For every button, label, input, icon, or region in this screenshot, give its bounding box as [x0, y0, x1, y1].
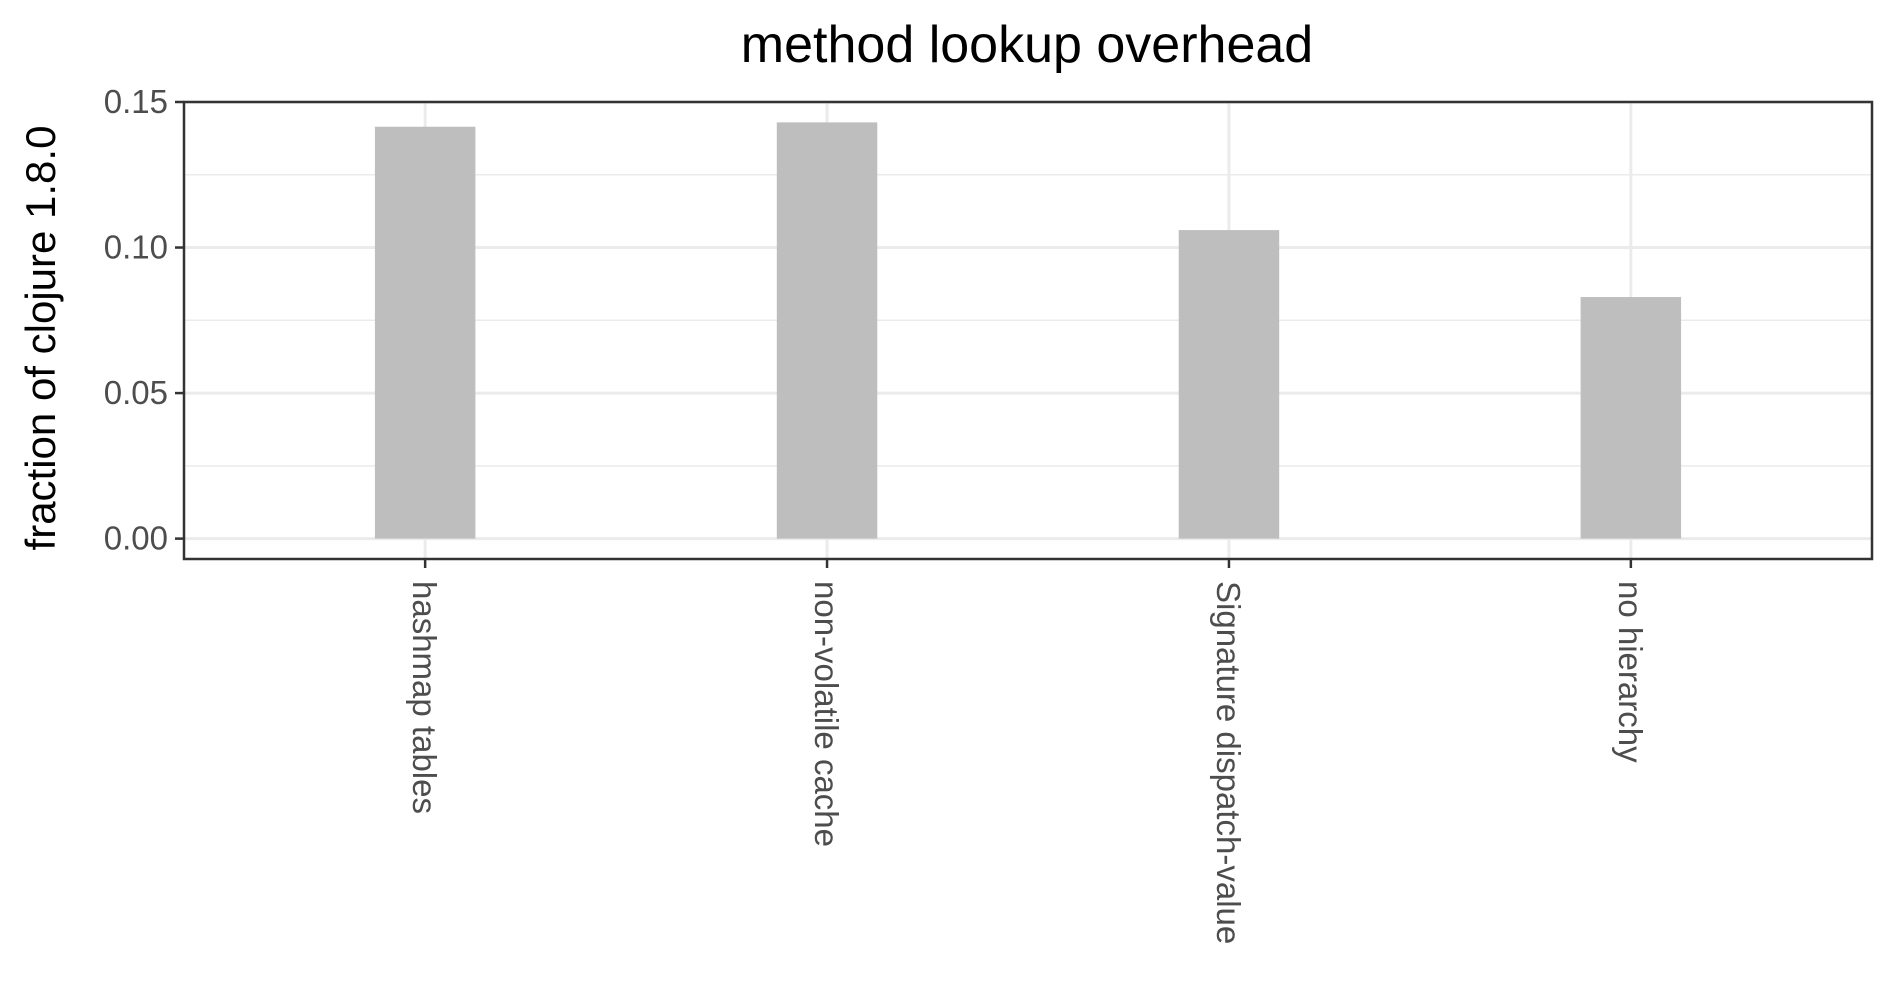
x-tick-label: Signature dispatch-value: [1210, 581, 1247, 944]
bars: [374, 122, 1682, 539]
y-tick-label: 0.15: [104, 83, 168, 120]
y-axis: 0.00 0.05 0.10 0.15: [104, 83, 184, 557]
bar: [1580, 297, 1682, 539]
y-tick-label: 0.10: [104, 229, 168, 266]
x-tick-label: non-volatile cache: [808, 581, 845, 847]
y-axis-title: fraction of clojure 1.8.0: [17, 126, 64, 551]
x-tick-label: no hierarchy: [1612, 581, 1649, 763]
x-axis: hashmap tables non-volatile cache Signatur…: [406, 559, 1649, 944]
chart-title: method lookup overhead: [741, 16, 1313, 74]
bar: [374, 126, 476, 539]
y-tick-label: 0.00: [104, 520, 168, 557]
y-tick-label: 0.05: [104, 374, 168, 411]
plot-panel-border: [182, 100, 1874, 561]
bar: [1178, 230, 1280, 539]
x-tick-label: hashmap tables: [406, 581, 443, 814]
bar: [776, 122, 878, 539]
